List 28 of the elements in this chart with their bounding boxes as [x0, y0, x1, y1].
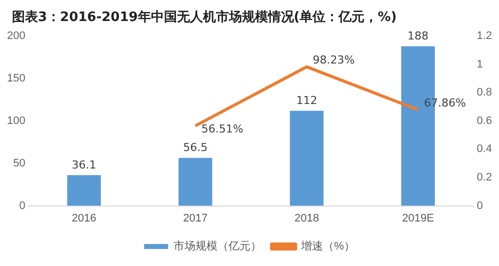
- bar: [178, 158, 212, 206]
- x-tick-label: 2018: [294, 212, 319, 224]
- y-tick-label: 150: [6, 72, 26, 84]
- data-label: 36.1: [72, 158, 96, 172]
- y-tick-label: 200: [6, 30, 26, 42]
- data-label: 98.23%: [312, 54, 355, 67]
- chart-title: 图表3：2016-2019年中国无人机市场规模情况(单位：亿元，%): [11, 8, 398, 25]
- y2-tick-label: 0.4: [476, 143, 492, 156]
- y2-tick-label: 0: [476, 200, 483, 212]
- y-tick-label: 100: [6, 114, 26, 127]
- x-tick-label: 2019E: [402, 212, 434, 224]
- data-label: 112: [296, 94, 318, 108]
- legend-label: 市场规模（亿元）: [174, 240, 262, 253]
- bar: [67, 175, 101, 206]
- y2-tick-label: 1.2: [476, 30, 492, 42]
- y2-tick-label: 0.2: [476, 172, 492, 184]
- y2-tick-label: 0.6: [476, 114, 492, 127]
- data-label: 56.5: [183, 141, 208, 154]
- y-tick-label: 0: [19, 200, 26, 212]
- x-tick-label: 2017: [183, 212, 208, 224]
- data-label: 188: [408, 30, 429, 43]
- y2-tick-label: 1: [476, 58, 483, 70]
- y-tick-label: 50: [13, 157, 26, 170]
- legend-label: 增速（%）: [300, 240, 355, 253]
- x-tick-label: 2016: [72, 212, 96, 224]
- bar: [290, 110, 324, 206]
- y2-tick-label: 0.8: [476, 86, 492, 99]
- data-label: 56.51%: [201, 122, 244, 136]
